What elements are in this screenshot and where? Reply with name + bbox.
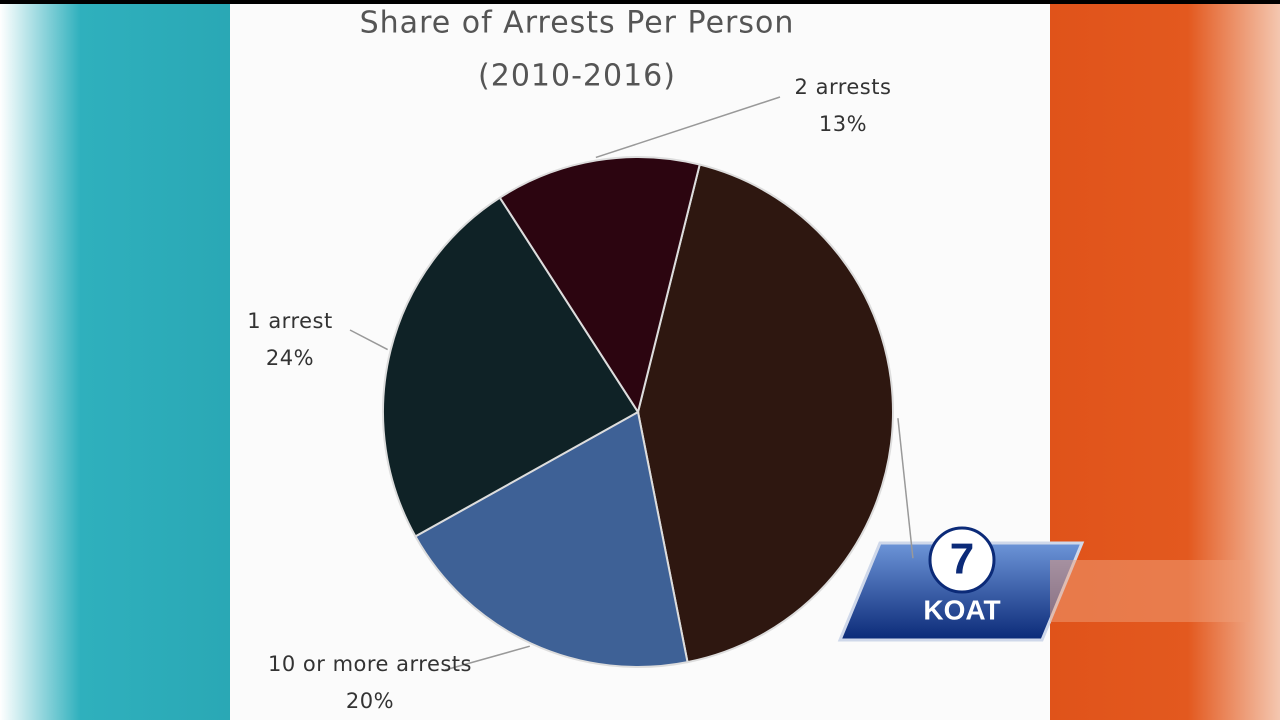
pie-slice — [382, 196, 640, 538]
pie-slice — [636, 163, 894, 664]
slice-value-label: 13% — [819, 112, 867, 136]
slice-label: 10 or more arrests — [268, 652, 472, 676]
logo-number: 7 — [950, 535, 974, 584]
slice-label: 2 arrests — [795, 75, 892, 99]
logo-name: KOAT — [923, 594, 1000, 625]
logo-streak — [1050, 560, 1250, 622]
pie — [382, 156, 894, 668]
leader-line — [595, 96, 781, 159]
top-bar — [0, 0, 1280, 4]
left-backdrop — [0, 0, 230, 720]
slice-label: 1 arrest — [247, 309, 332, 333]
leader-line — [897, 418, 914, 559]
logo: 7 KOAT — [837, 526, 1250, 642]
pie-slice — [414, 410, 689, 668]
leader-line — [444, 645, 530, 671]
slice-value-label: 20% — [346, 689, 394, 713]
chart-title: Share of Arrests Per Person — [360, 6, 795, 41]
chart-subtitle: (2010-2016) — [478, 59, 676, 94]
slice-value-label: 24% — [266, 346, 314, 370]
logo-circle — [928, 526, 996, 594]
leader-line — [349, 329, 389, 351]
pie-slice — [498, 156, 701, 415]
